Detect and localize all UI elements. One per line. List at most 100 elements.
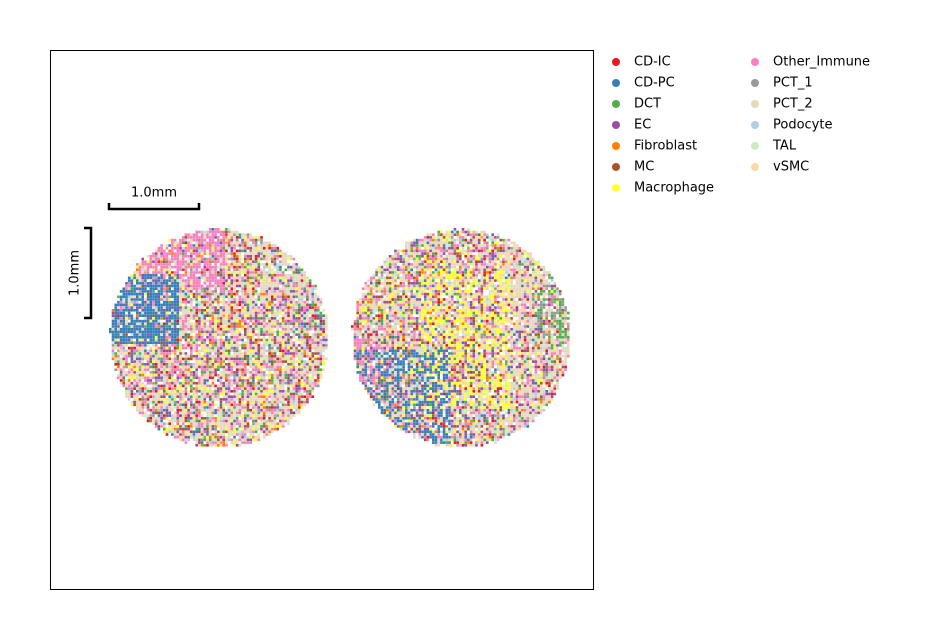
cell-dot [219,306,223,309]
cell-dot [168,352,171,355]
cell-dot [227,311,231,315]
cell-dot [136,333,139,336]
cell-dot [119,295,123,299]
cell-dot [260,300,263,304]
cell-dot [163,427,166,431]
cell-dot [133,341,136,344]
cell-dot [114,311,117,315]
cell-dot [217,284,220,288]
cell-dot [238,255,242,258]
cell-dot [303,333,306,336]
cell-dot [257,273,261,277]
cell-dot [268,284,271,288]
cell-dot [173,327,177,331]
cell-dot [238,435,242,439]
cell-dot [173,352,177,355]
cell-dot [214,368,217,371]
cell-dot [306,376,309,380]
cell-dot [203,376,207,380]
cell-dot [276,360,279,363]
cell-dot [171,322,174,326]
cell-dot [233,268,236,272]
cell-dot [300,287,304,290]
cell-dot [233,282,236,285]
cell-dot [163,311,166,315]
cell-dot [246,411,250,415]
cell-dot [163,306,166,309]
cell-dot [244,441,247,444]
cell-dot [298,338,301,342]
cell-dot [111,344,115,347]
cell-dot [200,376,204,380]
cell-dot [208,352,212,355]
cell-dot [184,317,188,320]
cell-dot [149,346,153,350]
cell-dot [271,390,274,393]
cell-dot [265,290,269,293]
cell-dot [179,414,182,417]
cell-dot [171,300,174,304]
cell-dot [154,338,158,342]
cell-dot [306,371,309,374]
cell-dot [179,260,182,263]
cell-dot [173,322,177,326]
cell-dot [206,392,209,396]
cell-dot [219,417,223,420]
cell-dot [244,425,247,428]
cell-dot [507,238,511,242]
cell-dot [179,249,182,253]
cell-dot [445,233,449,236]
cell-dot [238,406,242,409]
cell-dot [265,241,269,245]
cell-dot [154,376,158,380]
cell-dot [208,360,212,363]
cell-dot [187,244,190,247]
cell-dot [235,406,239,409]
cell-dot [146,341,150,344]
cell-dot [289,417,293,420]
cell-dot [154,295,158,299]
cell-dot [238,422,242,425]
cell-dot [308,322,312,326]
cell-dot [219,425,223,428]
cell-dot [222,373,225,377]
cell-dot [287,265,290,269]
cell-dot [176,330,180,334]
cell-dot [144,276,147,280]
cell-dot [233,330,236,334]
cell-dot [119,349,123,353]
cell-dot [271,263,274,266]
cell-dot [311,300,315,304]
cell-dot [195,327,198,331]
cell-dot [208,298,212,301]
cell-dot [230,379,234,382]
cell-dot [184,263,188,266]
cell-dot [141,276,144,280]
cell-dot [219,392,223,396]
cell-dot [230,371,234,374]
cell-dot [279,373,282,377]
cell-dot [295,408,298,412]
cell-dot [480,230,484,234]
cell-dot [165,430,169,434]
cell-dot [254,236,258,239]
cell-dot [179,300,182,304]
cell-dot [198,384,201,388]
cell-dot [230,252,234,255]
cell-dot [160,400,163,404]
cell-dot [227,395,231,398]
cell-dot [233,241,236,245]
cell-dot [181,381,185,385]
cell-dot [141,298,144,301]
cell-dot [306,354,309,358]
cell-dot [171,357,174,361]
cell-dot [219,290,223,293]
cell-dot [268,376,271,380]
cell-dot [257,309,261,312]
cell-dot [146,352,150,355]
cell-dot [281,346,285,350]
cell-dot [306,306,309,309]
cell-dot [154,341,158,344]
cell-dot [136,403,139,407]
cell-dot [246,311,250,315]
